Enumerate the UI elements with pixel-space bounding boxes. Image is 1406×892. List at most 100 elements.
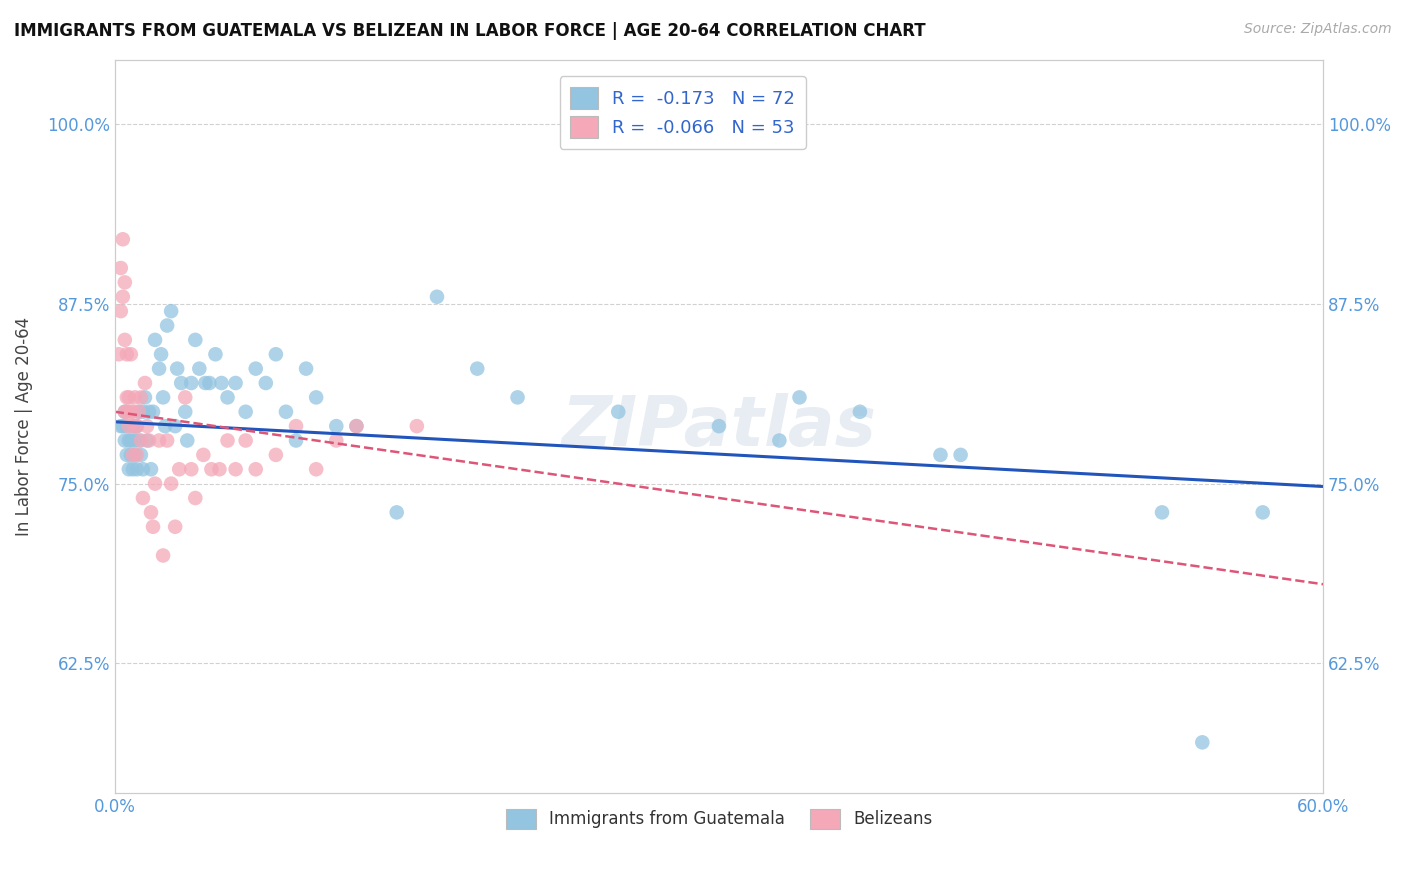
Point	[170, 376, 193, 390]
Point	[217, 390, 239, 404]
Point	[211, 376, 233, 390]
Point	[325, 434, 347, 448]
Text: ZIPatlas: ZIPatlas	[561, 392, 876, 459]
Point	[115, 390, 138, 404]
Point	[122, 462, 145, 476]
Point	[346, 419, 368, 434]
Point	[184, 333, 207, 347]
Point	[124, 434, 146, 448]
Point	[107, 347, 129, 361]
Point	[125, 419, 148, 434]
Point	[305, 390, 328, 404]
Point	[122, 448, 145, 462]
Point	[111, 232, 134, 246]
Point	[506, 390, 529, 404]
Point	[768, 434, 790, 448]
Point	[405, 419, 427, 434]
Point	[204, 347, 226, 361]
Point	[200, 462, 222, 476]
Point	[346, 419, 368, 434]
Point	[264, 347, 287, 361]
Point	[128, 434, 150, 448]
Point	[166, 361, 188, 376]
Point	[118, 390, 141, 404]
Point	[156, 434, 179, 448]
Point	[1251, 505, 1274, 519]
Point	[152, 390, 174, 404]
Point	[295, 361, 318, 376]
Point	[789, 390, 811, 404]
Point	[285, 419, 308, 434]
Point	[114, 405, 136, 419]
Point	[125, 419, 148, 434]
Point	[139, 505, 162, 519]
Point	[148, 434, 170, 448]
Point	[124, 390, 146, 404]
Point	[115, 448, 138, 462]
Point	[167, 462, 190, 476]
Point	[160, 304, 183, 318]
Point	[115, 405, 138, 419]
Point	[110, 419, 132, 434]
Point	[125, 462, 148, 476]
Point	[118, 419, 141, 434]
Point	[235, 405, 257, 419]
Point	[136, 419, 159, 434]
Point	[174, 405, 197, 419]
Point	[136, 434, 159, 448]
Point	[115, 419, 138, 434]
Point	[949, 448, 972, 462]
Point	[180, 376, 202, 390]
Point	[198, 376, 221, 390]
Point	[128, 405, 150, 419]
Point	[111, 290, 134, 304]
Point	[128, 405, 150, 419]
Point	[114, 333, 136, 347]
Point	[188, 361, 211, 376]
Point	[110, 304, 132, 318]
Text: IMMIGRANTS FROM GUATEMALA VS BELIZEAN IN LABOR FORCE | AGE 20-64 CORRELATION CHA: IMMIGRANTS FROM GUATEMALA VS BELIZEAN IN…	[14, 22, 925, 40]
Point	[138, 434, 160, 448]
Point	[607, 405, 630, 419]
Point	[225, 462, 247, 476]
Point	[129, 434, 152, 448]
Point	[225, 376, 247, 390]
Point	[122, 419, 145, 434]
Point	[160, 476, 183, 491]
Point	[180, 462, 202, 476]
Point	[111, 419, 134, 434]
Point	[150, 347, 173, 361]
Point	[245, 462, 267, 476]
Point	[142, 520, 165, 534]
Legend: Immigrants from Guatemala, Belizeans: Immigrants from Guatemala, Belizeans	[499, 802, 939, 836]
Point	[285, 434, 308, 448]
Point	[465, 361, 488, 376]
Point	[138, 405, 160, 419]
Point	[235, 434, 257, 448]
Point	[114, 276, 136, 290]
Point	[125, 448, 148, 462]
Point	[114, 405, 136, 419]
Point	[849, 405, 872, 419]
Point	[426, 290, 449, 304]
Point	[174, 390, 197, 404]
Point	[132, 462, 155, 476]
Point	[143, 476, 166, 491]
Point	[129, 448, 152, 462]
Point	[120, 405, 142, 419]
Point	[115, 347, 138, 361]
Point	[124, 419, 146, 434]
Point	[1150, 505, 1173, 519]
Point	[132, 491, 155, 505]
Point	[132, 405, 155, 419]
Point	[165, 520, 187, 534]
Point	[134, 376, 156, 390]
Text: Source: ZipAtlas.com: Source: ZipAtlas.com	[1244, 22, 1392, 37]
Point	[118, 462, 141, 476]
Point	[385, 505, 408, 519]
Point	[134, 390, 156, 404]
Point	[124, 419, 146, 434]
Point	[929, 448, 952, 462]
Point	[120, 347, 142, 361]
Point	[120, 434, 142, 448]
